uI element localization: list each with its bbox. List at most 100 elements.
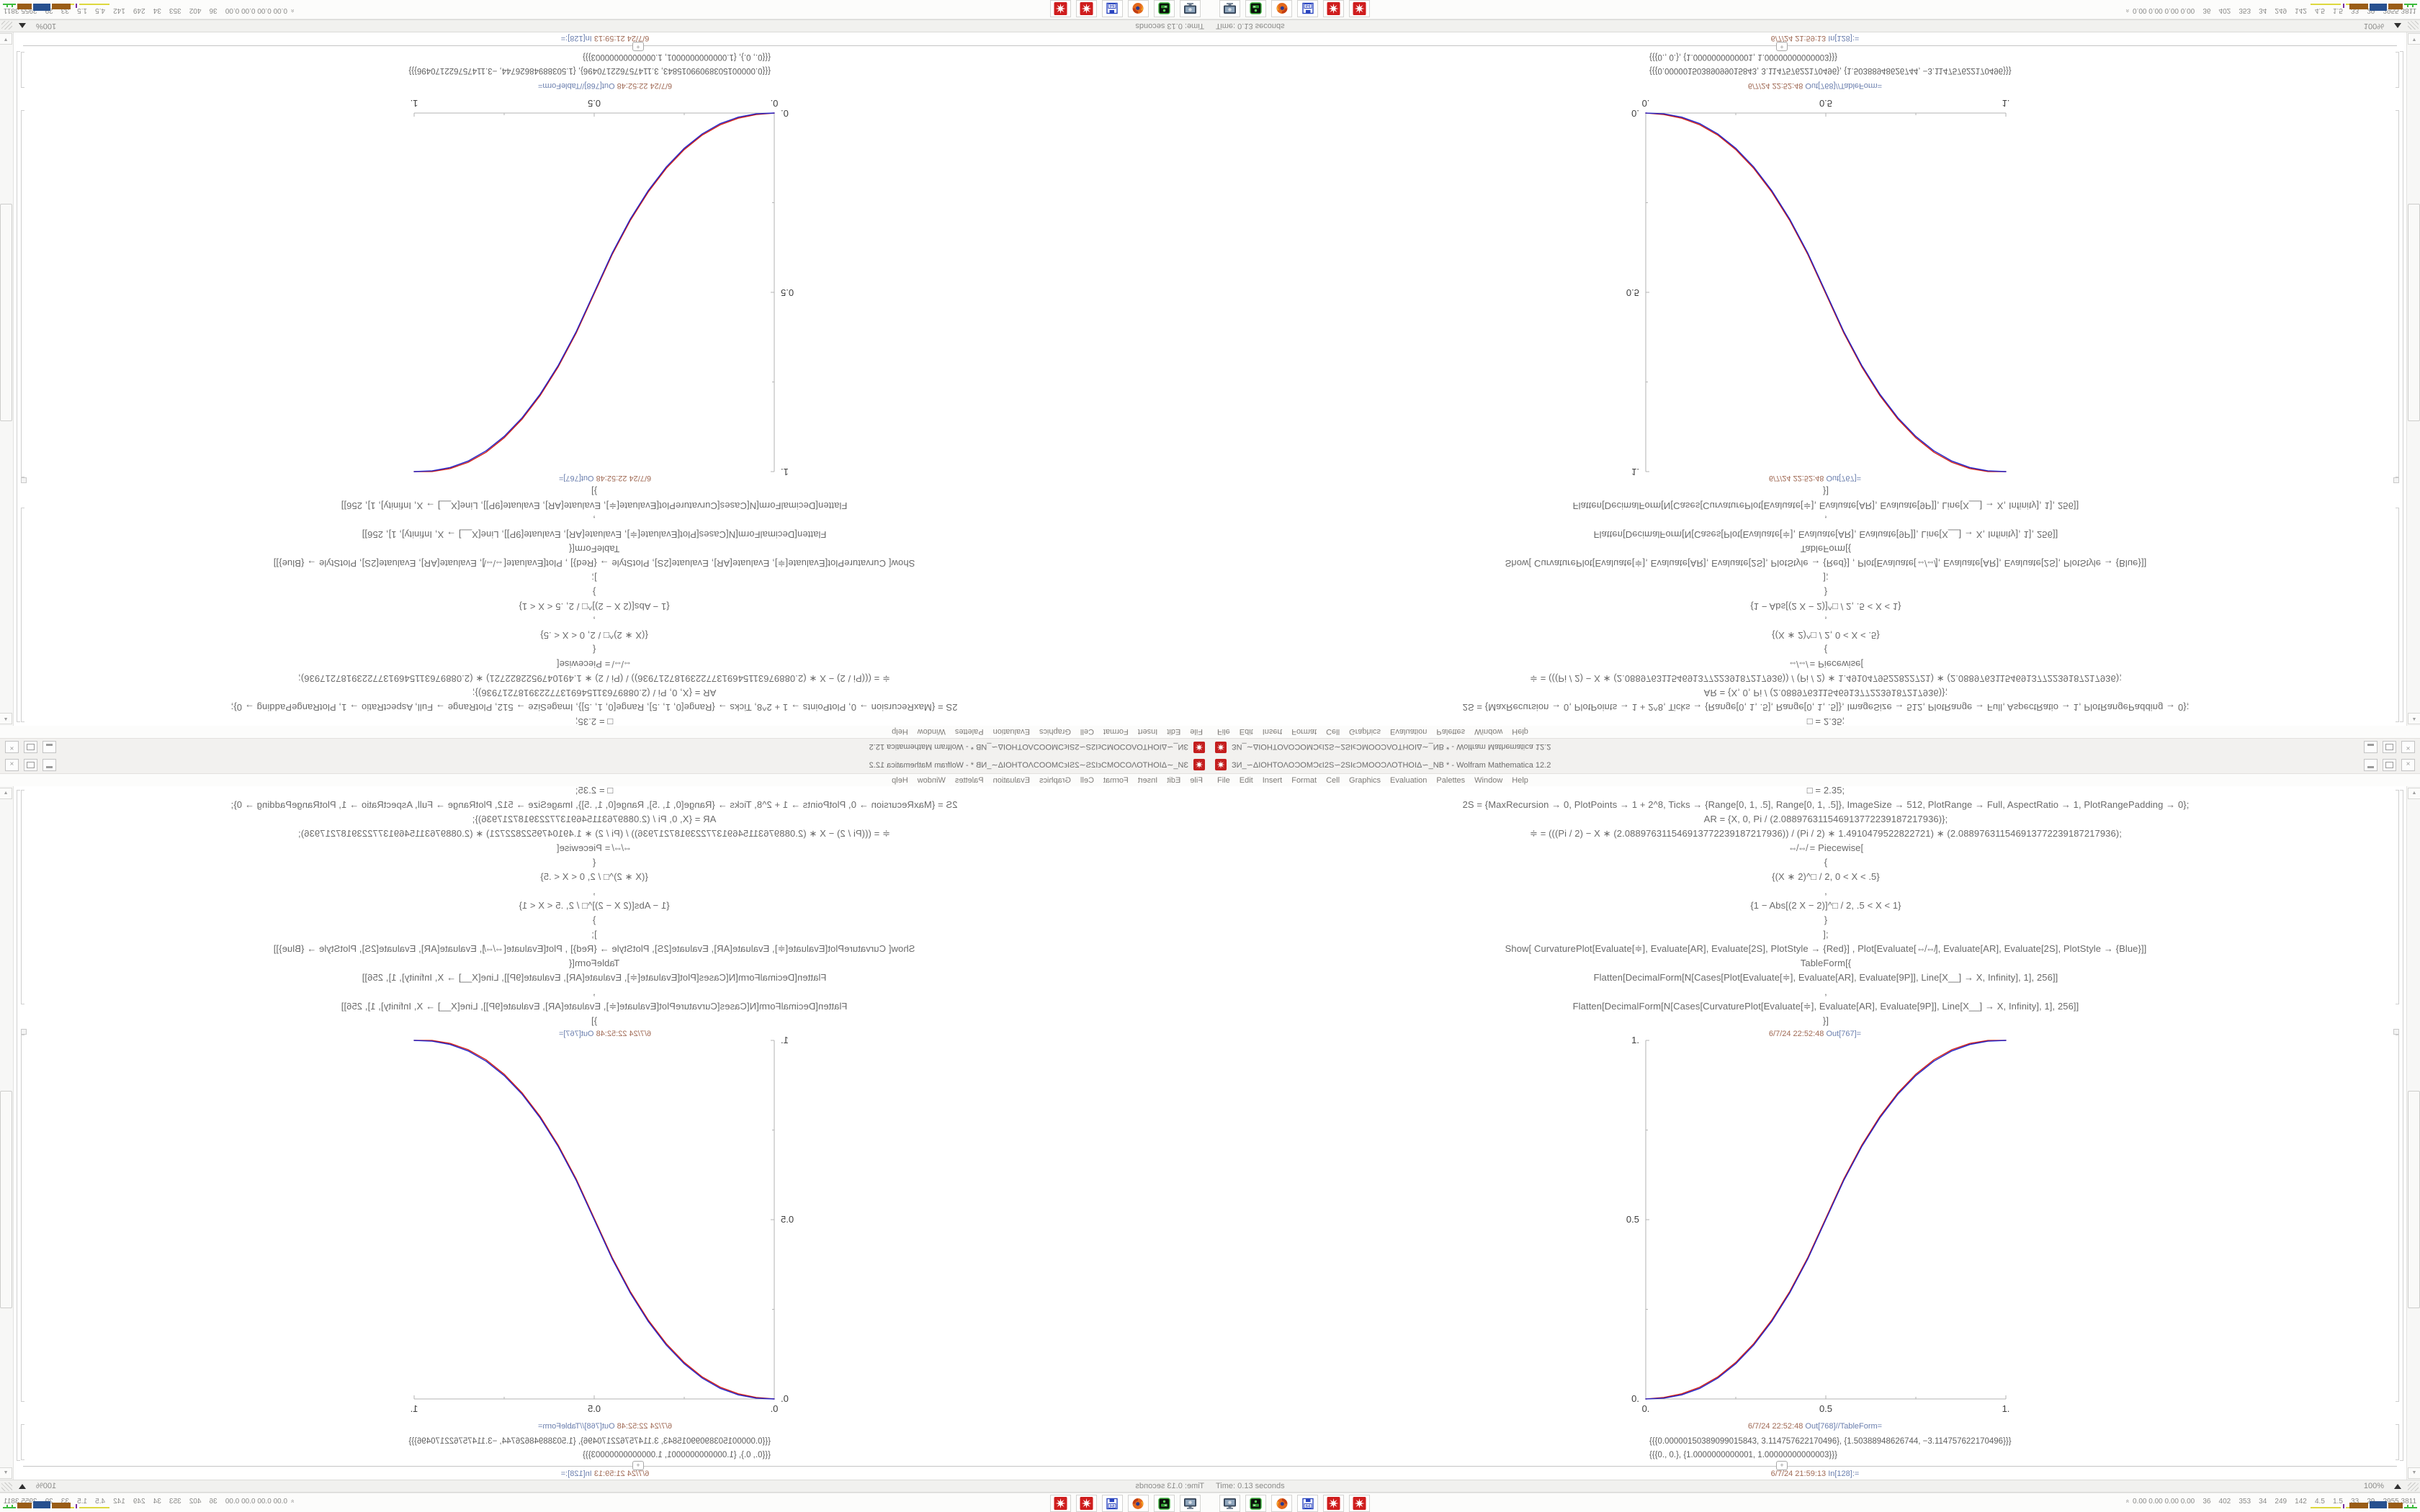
window-resize-grip[interactable] [1,1482,12,1491]
scroll-down-icon[interactable]: ▼ [2408,1467,2420,1479]
insert-cell-plus-icon[interactable]: + [1776,42,1788,51]
menu-format[interactable]: Format [1103,775,1129,785]
close-button[interactable]: × [2401,741,2415,754]
menu-insert[interactable]: Insert [1137,775,1158,785]
insert-cell-plus-icon[interactable]: + [1776,1461,1788,1470]
scrollbar-thumb[interactable] [0,204,12,421]
cell-bracket-group[interactable] [17,51,20,722]
scroll-down-icon[interactable]: ▼ [2408,33,2420,45]
code-line[interactable]: AR = {X, 0, Pi / (2.08897631154691377223… [1703,814,1948,824]
scrollbar-thumb[interactable] [2408,204,2420,421]
magnification-menu-icon[interactable] [2394,23,2401,29]
menu-edit[interactable]: Edit [1239,775,1253,785]
menu-file[interactable]: File [1190,727,1203,737]
scrollbar-thumb[interactable] [0,1091,12,1308]
menu-file[interactable]: File [1190,775,1203,785]
cell-bracket-input[interactable] [21,790,24,1004]
window-resize-grip[interactable] [2408,1482,2419,1491]
menu-evaluation[interactable]: Evaluation [1390,775,1428,785]
code-line[interactable]: ⇎⇎ = Piecewise[ [1788,842,1864,853]
window-titlebar[interactable]: ЗИ_∽ΔΙΟΗΤΟΛΟƆΟΜƆϵΙ2S∽2SΙϵƆΜΟΟƆΛΟΤΗΟΙΔ∽_Ν… [0,738,1210,756]
screenshot-tool-icon[interactable] [1219,1495,1240,1512]
code-line[interactable]: Flatten[DecimalForm[N[Cases[Plot[Evaluat… [1593,972,2058,983]
menu-edit[interactable]: Edit [1167,775,1181,785]
code-line[interactable]: }] [1822,1015,1829,1026]
magnification-value[interactable]: 100% [36,22,57,30]
window-titlebar[interactable]: ЗИ_∽ΔΙΟΗΤΟΛΟƆΟΜƆϵΙ2S∽2SΙϵƆΜΟΟƆΛΟΤΗΟΙΔ∽_Ν… [1210,738,2420,756]
code-line[interactable]: { [1824,857,1828,868]
menu-help[interactable]: Help [1512,775,1528,785]
notebook-content[interactable]: □ = 2.35; 2S = {MaxRecursion → 0, PlotPoi… [0,32,1210,726]
mathematica-kernel-icon[interactable] [1050,1495,1071,1512]
menu-help[interactable]: Help [892,727,908,737]
window-titlebar[interactable]: ЗИ_∽ΔΙΟΗΤΟΛΟƆΟΜƆϵΙ2S∽2SΙϵƆΜΟΟƆΛΟΤΗΟΙΔ∽_Ν… [0,756,1210,774]
cell-bracket-output-plot[interactable] [2396,110,2399,477]
menu-edit[interactable]: Edit [1167,727,1181,737]
menu-file[interactable]: File [1217,775,1230,785]
minimize-button[interactable] [2364,741,2378,754]
cell-bracket-group[interactable] [2400,790,2403,1461]
code-line[interactable]: {1 − Abs[(2 X − 2)]^□ / 2, .5 < X < 1} [1750,900,1901,911]
firefox-icon[interactable] [1128,0,1149,17]
screenshot-tool-icon[interactable] [1180,1495,1201,1512]
firefox-icon[interactable] [1128,1495,1149,1512]
menu-format[interactable]: Format [1291,727,1317,737]
window-titlebar[interactable]: ЗИ_∽ΔΙΟΗΤΟΛΟƆΟΜƆϵΙ2S∽2SΙϵƆΜΟΟƆΛΟΤΗΟΙΔ∽_Ν… [1210,756,2420,774]
magnification-value[interactable]: 100% [2363,22,2384,30]
firefox-icon[interactable] [1271,0,1292,17]
menu-cell[interactable]: Cell [1080,775,1094,785]
code-line[interactable]: } [1824,914,1828,925]
floppy-64-icon[interactable]: 64 [1102,0,1123,17]
cell-bracket-output-table[interactable] [21,1424,24,1460]
scroll-down-icon[interactable]: ▼ [0,33,12,45]
menu-window[interactable]: Window [1474,775,1503,785]
minimize-button[interactable] [42,741,56,754]
menu-format[interactable]: Format [1103,727,1129,737]
menu-edit[interactable]: Edit [1239,727,1253,737]
mathematica-kernel-icon[interactable] [1323,0,1344,17]
cell-bracket-output-table[interactable] [2396,52,2399,88]
menu-palettes[interactable]: Palettes [1436,727,1466,737]
maximize-button[interactable] [24,741,37,754]
notebook-content[interactable]: □ = 2.35; 2S = {MaxRecursion → 0, PlotPoi… [1210,32,2420,726]
menu-window[interactable]: Window [917,775,946,785]
cell-bracket-input[interactable] [2396,790,2399,1004]
close-button[interactable]: × [5,741,19,754]
menu-evaluation[interactable]: Evaluation [1390,727,1428,737]
menu-insert[interactable]: Insert [1137,727,1158,737]
code-line[interactable]: , [1824,986,1827,997]
code-line[interactable]: Show[ CurvaturePlot[Evaluate[≑], Evaluat… [1505,943,2147,954]
code-line[interactable]: ]; [1823,929,1829,940]
scroll-up-icon[interactable]: ▲ [2408,788,2420,799]
magnification-menu-icon[interactable] [2394,1483,2401,1489]
code-line[interactable]: □ = 2.35; [1806,786,1845,796]
code-line[interactable]: 2S = {MaxRecursion → 0, PlotPoints → 1 +… [1462,799,2190,810]
cell-insertion-bar[interactable] [1210,1466,2397,1467]
input-cell-code[interactable]: □ = 2.35; 2S = {MaxRecursion → 0, PlotPoi… [1232,786,2420,1028]
disk-utility-icon[interactable] [1245,0,1266,17]
disk-utility-icon[interactable] [1245,1495,1266,1512]
close-button[interactable]: × [5,758,19,771]
scroll-down-icon[interactable]: ▼ [0,1467,12,1479]
screenshot-tool-icon[interactable] [1219,0,1240,17]
floppy-64-icon[interactable]: 64 [1102,1495,1123,1512]
menu-format[interactable]: Format [1291,775,1317,785]
menu-cell[interactable]: Cell [1326,775,1340,785]
cell-bracket-output-plot[interactable] [2396,1035,2399,1402]
mathematica-kernel-icon[interactable] [1323,1495,1344,1512]
menu-help[interactable]: Help [892,775,908,785]
notebook-content[interactable]: □ = 2.35; 2S = {MaxRecursion → 0, PlotPoi… [0,786,1210,1480]
firefox-icon[interactable] [1271,1495,1292,1512]
menu-file[interactable]: File [1217,727,1230,737]
mathematica-kernel-icon[interactable] [1050,0,1071,17]
mathematica-kernel-icon[interactable] [1076,0,1097,17]
menu-window[interactable]: Window [1474,727,1503,737]
cell-bracket-output-plot[interactable] [21,1035,24,1402]
scroll-up-icon[interactable]: ▲ [2408,713,2420,724]
magnification-menu-icon[interactable] [19,1483,26,1489]
menu-palettes[interactable]: Palettes [1436,775,1466,785]
cell-insertion-bar[interactable] [23,45,1210,46]
magnification-value[interactable]: 100% [2363,1482,2384,1490]
code-line[interactable]: {(X ∗ 2)^□ / 2, 0 < X < .5} [1772,871,1880,882]
minimize-button[interactable] [42,758,56,771]
